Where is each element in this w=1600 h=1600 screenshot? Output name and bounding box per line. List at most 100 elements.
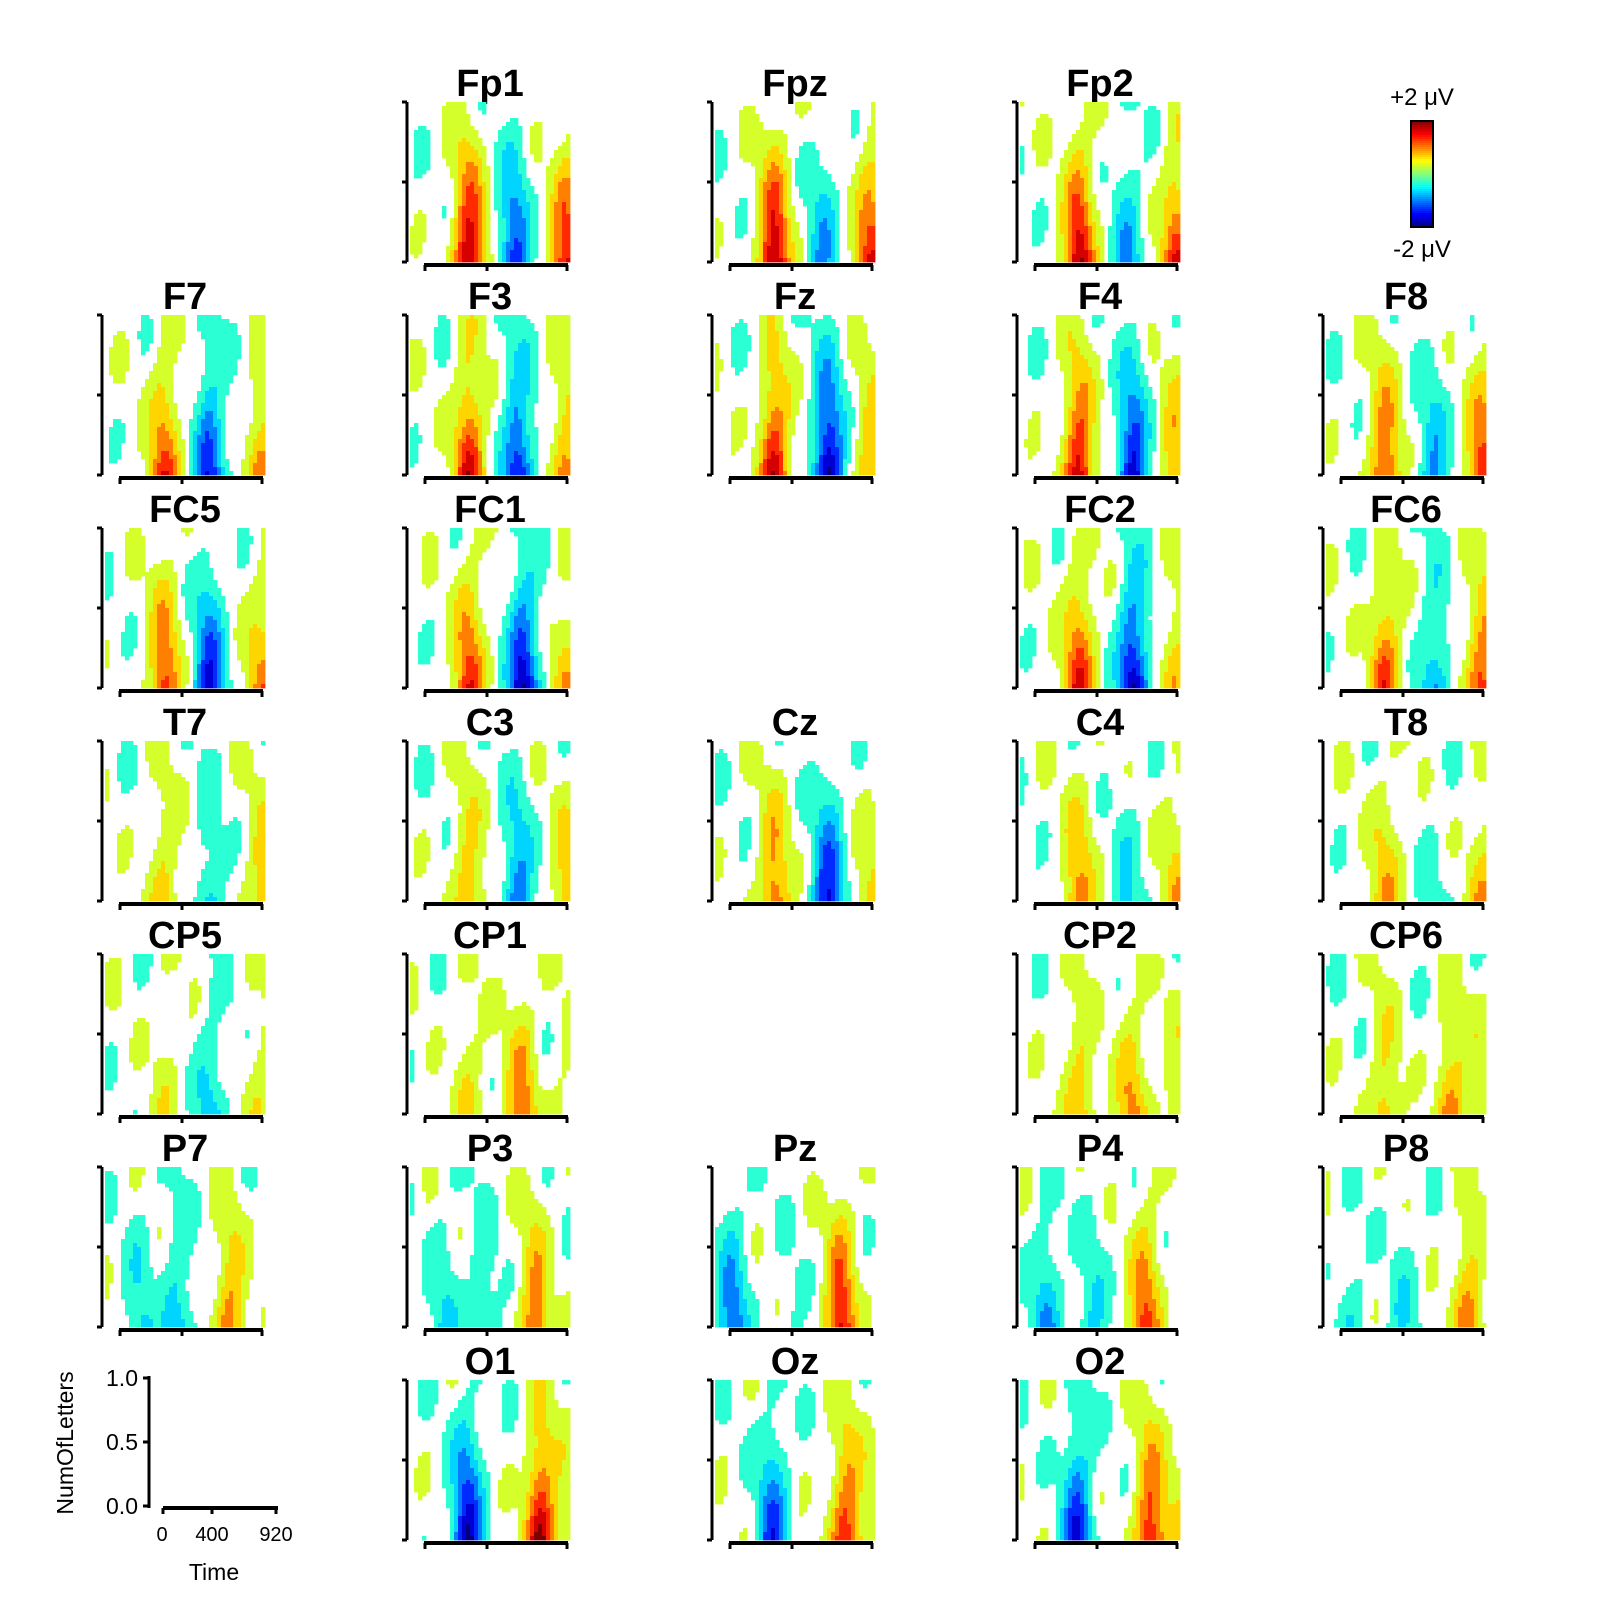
- heatmap-cell: [165, 403, 169, 407]
- heatmap-cell: [807, 214, 811, 218]
- heatmap-cell: [482, 323, 486, 327]
- heatmap-cell: [763, 134, 767, 138]
- channel-panel-fp1: Fp1: [402, 63, 570, 271]
- heatmap-cell: [562, 443, 566, 447]
- heatmap-cell: [859, 327, 863, 331]
- heatmap-cell: [863, 254, 867, 258]
- heatmap-cell: [807, 238, 811, 242]
- heatmap-cell: [562, 447, 566, 451]
- heatmap-cell: [454, 427, 458, 431]
- heatmap-cell: [1060, 254, 1064, 258]
- heatmap-cell: [526, 335, 530, 339]
- heatmap-cell: [498, 222, 502, 226]
- heatmap-cell: [1064, 174, 1068, 178]
- heatmap-cell: [1148, 130, 1152, 134]
- heatmap-cell: [566, 202, 570, 206]
- heatmap-cell: [1120, 238, 1124, 242]
- heatmap-cell: [723, 166, 727, 170]
- heatmap-cell: [113, 419, 117, 423]
- heatmap-cell: [141, 319, 145, 323]
- heatmap-cell: [1040, 138, 1044, 142]
- heatmap-cell: [414, 246, 418, 250]
- heatmap-cell: [233, 355, 237, 359]
- heatmap-cell: [526, 246, 530, 250]
- heatmap-cell: [213, 391, 217, 395]
- heatmap-cell: [514, 214, 518, 218]
- heatmap-cell: [791, 226, 795, 230]
- heatmap-cell: [1088, 122, 1092, 126]
- heatmap-cell: [482, 182, 486, 186]
- heatmap-cell: [811, 242, 815, 246]
- heatmap-cell: [161, 395, 165, 399]
- heatmap-cell: [562, 347, 566, 351]
- heatmap-cell: [458, 250, 462, 254]
- heatmap-cell: [1164, 238, 1168, 242]
- heatmap-cell: [751, 146, 755, 150]
- heatmap-cell: [871, 242, 875, 246]
- heatmap-cell: [811, 210, 815, 214]
- heatmap-cell: [153, 459, 157, 463]
- heatmap-cell: [506, 126, 510, 130]
- heatmap-cell: [478, 102, 482, 106]
- heatmap-cell: [201, 383, 205, 387]
- heatmap-cell: [1144, 158, 1148, 162]
- heatmap-cell: [442, 118, 446, 122]
- heatmap-cell: [851, 242, 855, 246]
- heatmap-cell: [209, 375, 213, 379]
- heatmap-cell: [173, 355, 177, 359]
- heatmap-cell: [205, 351, 209, 355]
- heatmap-cell: [1020, 150, 1024, 154]
- heatmap-cell: [1064, 206, 1068, 210]
- heatmap-cell: [550, 343, 554, 347]
- heatmap-cell: [799, 258, 803, 262]
- heatmap-cell: [526, 431, 530, 435]
- heatmap-cell: [739, 130, 743, 134]
- heatmap-cell: [763, 194, 767, 198]
- heatmap-cell: [502, 323, 506, 327]
- heatmap-cell: [422, 355, 426, 359]
- heatmap-cell: [458, 319, 462, 323]
- heatmap-cell: [871, 130, 875, 134]
- heatmap-cell: [474, 319, 478, 323]
- heatmap-cell: [474, 367, 478, 371]
- heatmap-cell: [225, 355, 229, 359]
- heatmap-cell: [418, 246, 422, 250]
- heatmap-cell: [514, 206, 518, 210]
- heatmap-cell: [546, 222, 550, 226]
- heatmap-cell: [466, 166, 470, 170]
- heatmap-cell: [1072, 150, 1076, 154]
- heatmap-cell: [418, 210, 422, 214]
- heatmap-cell: [410, 427, 414, 431]
- heatmap-cell: [715, 230, 719, 234]
- heatmap-cell: [462, 118, 466, 122]
- heatmap-cell: [502, 182, 506, 186]
- heatmap-cell: [193, 427, 197, 431]
- heatmap-cell: [1172, 142, 1176, 146]
- heatmap-cell: [514, 198, 518, 202]
- heatmap-cell: [767, 178, 771, 182]
- heatmap-cell: [514, 431, 518, 435]
- heatmap-cell: [550, 226, 554, 230]
- heatmap-cell: [474, 327, 478, 331]
- heatmap-cell: [779, 202, 783, 206]
- heatmap-cell: [165, 407, 169, 411]
- heatmap-cell: [1036, 118, 1040, 122]
- heatmap-cell: [213, 399, 217, 403]
- heatmap-cell: [1176, 106, 1180, 110]
- heatmap-cell: [434, 331, 438, 335]
- heatmap-cell: [253, 427, 257, 431]
- heatmap-cell: [1092, 258, 1096, 262]
- heatmap-cell: [165, 387, 169, 391]
- heatmap-cell: [205, 343, 209, 347]
- heatmap-cell: [554, 339, 558, 343]
- heatmap-cell: [486, 178, 490, 182]
- heatmap-cell: [474, 415, 478, 419]
- heatmap-cell: [253, 447, 257, 451]
- heatmap-cell: [221, 379, 225, 383]
- heatmap-cell: [470, 363, 474, 367]
- heatmap-cell: [1080, 126, 1084, 130]
- heatmap-cell: [871, 182, 875, 186]
- heatmap-cell: [566, 150, 570, 154]
- heatmap-cell: [735, 331, 739, 335]
- heatmap-cell: [1156, 238, 1160, 242]
